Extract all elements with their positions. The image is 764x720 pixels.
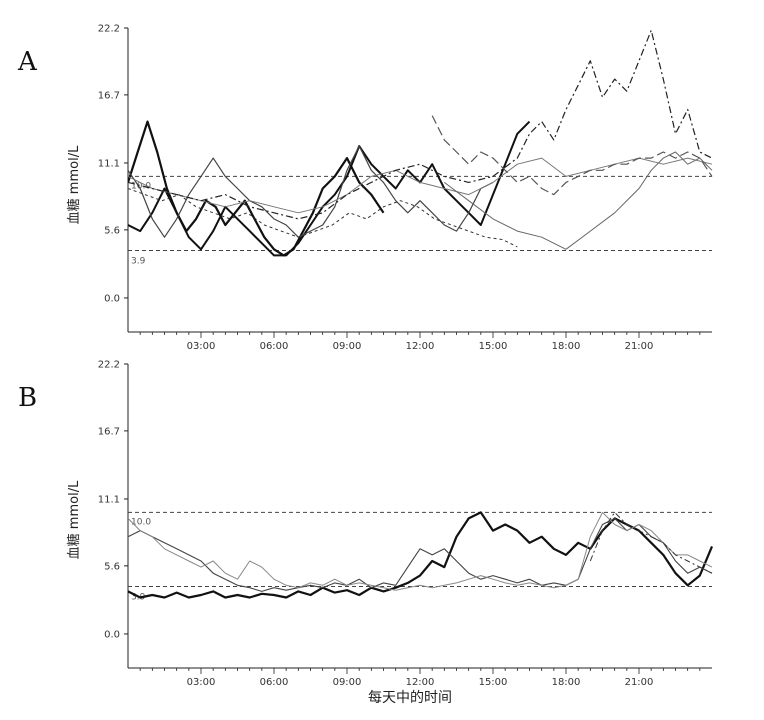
panel-a-y-tick-label: 0.0 bbox=[104, 293, 120, 304]
panel-b-ylabel: 血糖 mmol/L bbox=[66, 480, 82, 559]
panel-a-series-solid-gray-long bbox=[128, 157, 713, 214]
panel-a-series-dash-dot bbox=[128, 29, 713, 220]
panel-a-x-tick-label: 12:00 bbox=[406, 341, 435, 352]
panel-b-x-tick-label: 21:00 bbox=[625, 677, 654, 688]
panel-a-x-tick-label: 09:00 bbox=[333, 341, 362, 352]
panel-b-series-gray-thin bbox=[128, 511, 713, 591]
panel-a-x-tick-label: 21:00 bbox=[625, 341, 654, 352]
panel-b-x-tick-label: 18:00 bbox=[552, 677, 581, 688]
panel-b-x-tick-label: 03:00 bbox=[187, 677, 216, 688]
panel-a-series-solid-thin-1 bbox=[128, 145, 494, 238]
panel-b-y-tick-label: 22.2 bbox=[98, 360, 120, 371]
panel-b-y-tick-label: 0.0 bbox=[104, 629, 120, 640]
panel-b-y-tick-label: 11.1 bbox=[98, 494, 120, 505]
panel-a-plot-area: 0.0 5.6 11.1 16.7 22.2 03:00 06:00 09:00 12:00 15… bbox=[98, 24, 713, 352]
panel-a-y-tick-label: 16.7 bbox=[98, 90, 120, 101]
panel-a-x-tick-label: 18:00 bbox=[552, 341, 581, 352]
panel-a-reference-label: 3.9 bbox=[131, 257, 146, 267]
panel-b-series-solid-thin-1 bbox=[128, 517, 713, 592]
panel-b-x-tick-label: 06:00 bbox=[260, 677, 289, 688]
panel-a-x-tick-label: 06:00 bbox=[260, 341, 289, 352]
panel-b-plot-area: 0.0 5.6 11.1 16.7 22.2 03:00 06:00 09:00 12:00 15… bbox=[98, 360, 714, 688]
panel-b-x-tick-label: 12:00 bbox=[406, 677, 435, 688]
panel-b-series-dash-dot bbox=[589, 511, 713, 574]
panel-a-x-tick-label: 15:00 bbox=[479, 341, 508, 352]
panel-b-x-tick-label: 09:00 bbox=[333, 677, 362, 688]
panel-b-reference-label: 10.0 bbox=[131, 517, 151, 527]
panel-a-y-tick-label: 11.1 bbox=[98, 158, 120, 169]
panel-a-series-dotted bbox=[128, 188, 518, 248]
panel-b-y-tick-label: 5.6 bbox=[104, 561, 120, 572]
panel-a-reference-label: 10.0 bbox=[131, 181, 151, 191]
panel-b-label: B bbox=[18, 383, 37, 413]
panel-b-chart: B 血糖 mmol/L 0.0 5.6 11.1 16.7 22.2 03:00 06:00… bbox=[18, 360, 714, 706]
panel-a-series-solid-bold-2 bbox=[128, 120, 531, 257]
panel-a-series-thin-gray-valley bbox=[443, 151, 713, 250]
panel-a-y-tick-label: 5.6 bbox=[104, 225, 120, 236]
panel-b-series-solid-bold bbox=[128, 511, 714, 599]
panel-b-x-tick-label: 15:00 bbox=[479, 677, 508, 688]
panel-a-y-tick-label: 22.2 bbox=[98, 24, 120, 35]
panel-a-chart: A 血糖 mmol/L 0.0 5.6 11.1 16.7 22.2 03:00 06:00… bbox=[17, 24, 713, 352]
panel-a-x-tick-label: 03:00 bbox=[187, 341, 216, 352]
panel-a-series-dash-gray bbox=[431, 115, 713, 196]
panel-b-xlabel: 每天中的时间 bbox=[368, 690, 452, 706]
panel-a-ylabel: 血糖 mmol/L bbox=[66, 145, 82, 224]
panel-a-label: A bbox=[17, 47, 38, 77]
panel-b-y-tick-label: 16.7 bbox=[98, 426, 120, 437]
